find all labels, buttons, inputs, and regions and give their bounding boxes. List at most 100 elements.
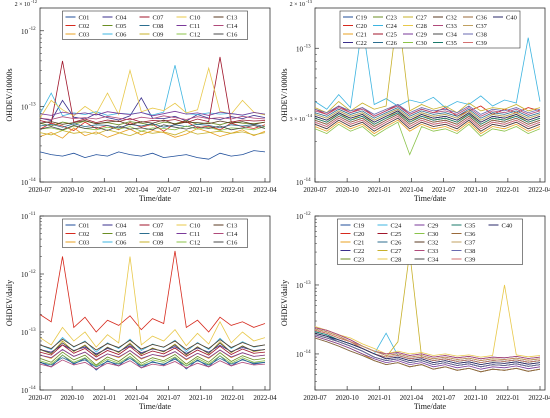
- series-line-c36: [314, 337, 541, 373]
- y-tick-exponent: -14: [306, 113, 313, 118]
- series-line-c10: [39, 256, 266, 348]
- series-line-c38: [314, 104, 541, 115]
- series-line-c21: [314, 119, 541, 135]
- legend-entry-c27: C27: [391, 248, 403, 255]
- series-line-c33: [314, 105, 541, 117]
- y-tick-label-minor: 3 × 10: [290, 117, 305, 123]
- y-tick-label: 10: [296, 179, 304, 187]
- legend-box: [339, 10, 521, 49]
- series-line-c37: [314, 108, 541, 121]
- series-line-c27: [314, 10, 541, 114]
- legend-entry-c14: C14: [227, 231, 239, 238]
- y-tick-exponent: -12: [29, 27, 36, 32]
- legend-entry-c10: C10: [190, 15, 201, 22]
- x-tick-label: 2022-04: [253, 394, 277, 402]
- series-line-c13: [39, 119, 266, 126]
- legend-entry-c25: C25: [391, 231, 402, 238]
- x-tick-label: 2021-04: [400, 186, 424, 194]
- x-tick-label: 2020-10: [335, 186, 359, 194]
- series-line-c16: [39, 342, 266, 356]
- x-tick-label: 2022-01: [496, 394, 520, 402]
- legend-entry-c23: C23: [386, 15, 397, 22]
- legend-entry-c12: C12: [190, 240, 201, 247]
- legend-entry-c20: C20: [356, 23, 367, 30]
- y-tick-exponent: -13: [304, 44, 311, 49]
- legend-entry-c09: C09: [153, 32, 164, 39]
- series-line-c35: [314, 112, 541, 125]
- series-line-c14: [39, 359, 266, 370]
- x-tick-label: 2021-10: [189, 186, 213, 194]
- legend-entry-c03: C03: [79, 32, 90, 39]
- legend-entry-c19: C19: [356, 15, 367, 22]
- y-tick-label: 10: [21, 329, 29, 337]
- legend-entry-c38: C38: [476, 32, 487, 39]
- legend-entry-c35: C35: [446, 40, 457, 47]
- legend-entry-c09: C09: [153, 240, 164, 247]
- x-tick-label: 2020-07: [303, 186, 327, 194]
- x-tick-label: 2021-10: [464, 394, 488, 402]
- series-line-c08: [39, 123, 266, 129]
- legend-entry-c13: C13: [227, 223, 238, 230]
- y-top-label: 2 × 10: [290, 2, 305, 8]
- legend-entry-c04: C04: [116, 15, 128, 22]
- legend-entry-c13: C13: [227, 15, 238, 22]
- x-tick-label: 2021-04: [400, 394, 424, 402]
- x-tick-label: 2020-10: [60, 394, 84, 402]
- series-line-c14: [39, 115, 266, 121]
- y-tick-label: 10: [21, 28, 29, 36]
- series-line-c05: [39, 351, 266, 366]
- legend-entry-c22: C22: [354, 248, 365, 255]
- series-line-c02: [39, 250, 266, 333]
- legend-entry-c11: C11: [190, 23, 201, 30]
- legend-entry-c06: C06: [116, 240, 128, 247]
- series-line-c11: [39, 349, 266, 361]
- y-tick-exponent: -12: [29, 270, 36, 275]
- x-tick-label: 2021-01: [368, 186, 392, 194]
- x-tick-label: 2022-04: [528, 186, 550, 194]
- y-axis-label: OHDEV/daily: [280, 280, 289, 326]
- x-tick-label: 2021-04: [125, 394, 149, 402]
- x-tick-label: 2020-10: [60, 186, 84, 194]
- x-axis-label: Time/date: [139, 402, 172, 411]
- y-tick-label: 10: [296, 282, 304, 290]
- legend-entry-c38: C38: [465, 248, 476, 255]
- legend-entry-c24: C24: [386, 23, 398, 30]
- y-tick-exponent: -13: [29, 328, 36, 333]
- series-line-c02: [39, 121, 266, 132]
- legend-entry-c21: C21: [354, 240, 365, 247]
- legend-entry-c33: C33: [428, 248, 439, 255]
- x-tick-label: 2021-07: [432, 394, 456, 402]
- y-tick-label: 10: [21, 271, 29, 279]
- legend-entry-c36: C36: [465, 231, 477, 238]
- legend-entry-c08: C08: [153, 23, 164, 30]
- y-top-label-exponent: -12: [31, 0, 37, 4]
- legend-entry-c36: C36: [476, 15, 488, 22]
- legend-entry-c01: C01: [79, 15, 90, 22]
- legend-box: [337, 218, 523, 265]
- x-tick-label: 2020-07: [28, 394, 52, 402]
- legend-entry-c39: C39: [476, 40, 487, 47]
- series-line-c28: [314, 284, 541, 358]
- y-axis-label: OHDEV/10000s: [280, 68, 289, 121]
- legend-entry-c11: C11: [190, 231, 201, 238]
- legend-entry-c34: C34: [428, 257, 440, 264]
- series-line-c08: [39, 357, 266, 368]
- x-tick-label: 2020-10: [335, 394, 359, 402]
- y-tick-exponent: -11: [29, 212, 36, 217]
- y-tick-exponent: -14: [304, 350, 311, 355]
- legend-entry-c40: C40: [502, 223, 513, 230]
- legend-entry-c32: C32: [446, 15, 457, 22]
- series-line-c36: [314, 113, 541, 127]
- legend-entry-c19: C19: [354, 223, 365, 230]
- series-line-c03: [39, 127, 266, 139]
- legend-entry-c33: C33: [446, 23, 457, 30]
- legend-entry-c02: C02: [79, 23, 90, 30]
- legend-entry-c32: C32: [428, 240, 439, 247]
- series-line-c40: [314, 110, 541, 123]
- legend-entry-c30: C30: [428, 231, 439, 238]
- legend-entry-c23: C23: [354, 257, 365, 264]
- legend-entry-c10: C10: [190, 223, 201, 230]
